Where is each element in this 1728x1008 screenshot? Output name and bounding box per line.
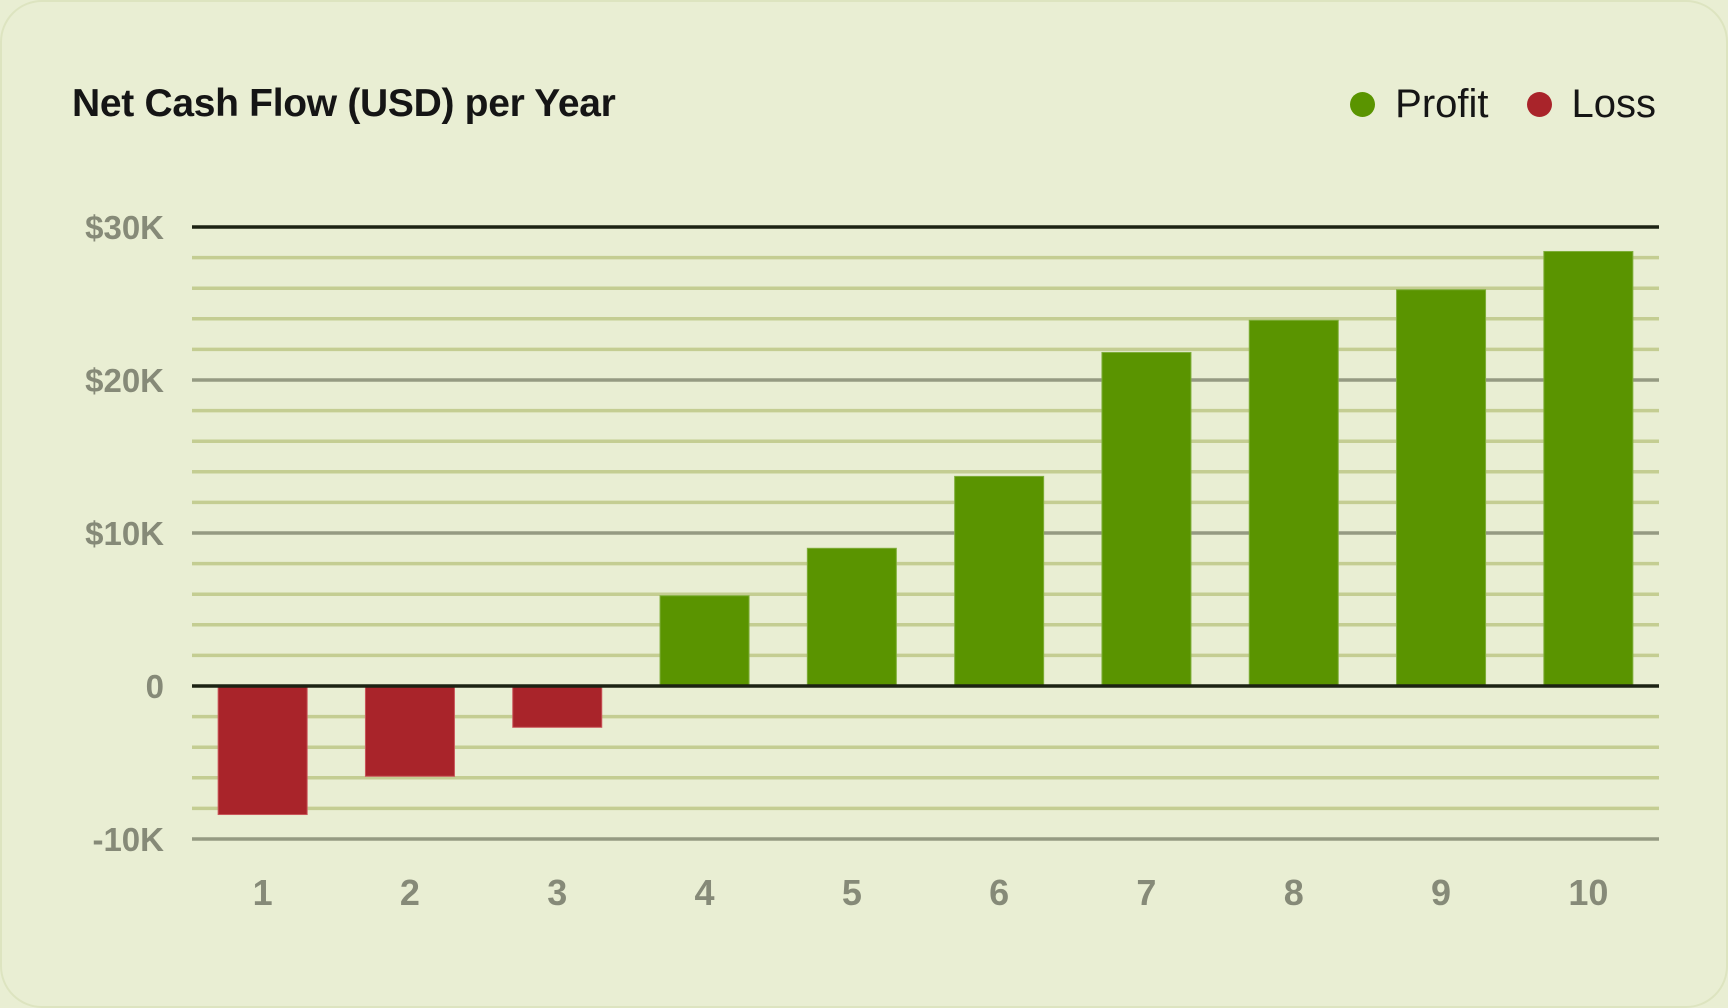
y-tick-label: $10K (85, 515, 164, 552)
y-tick-label: -10K (92, 821, 164, 858)
bar-year-8[interactable] (1248, 319, 1339, 687)
chart-legend: Profit Loss (1350, 82, 1656, 127)
profit-dot-icon (1350, 92, 1376, 117)
y-tick-label: 0 (146, 668, 164, 705)
y-axis-ticks: $30K $20K $10K 0 -10K (85, 209, 164, 858)
bar-year-4[interactable] (659, 595, 750, 687)
bar-year-9[interactable] (1396, 289, 1487, 687)
legend-label-loss: Loss (1571, 82, 1657, 126)
legend-item-loss[interactable]: Loss (1526, 82, 1657, 127)
bar-year-7[interactable] (1101, 351, 1192, 687)
legend-label-profit: Profit (1395, 82, 1489, 126)
bar-year-10[interactable] (1543, 250, 1634, 687)
loss-dot-icon (1526, 92, 1552, 117)
bar-year-2[interactable] (364, 685, 455, 777)
bar-year-3[interactable] (512, 685, 603, 728)
x-tick-label: 2 (400, 872, 420, 913)
chart-title: Net Cash Flow (USD) per Year (72, 82, 616, 125)
x-tick-label: 10 (1568, 872, 1608, 913)
x-tick-label: 3 (547, 872, 567, 913)
y-tick-label: $30K (85, 209, 164, 246)
x-tick-label: 7 (1136, 872, 1156, 913)
x-tick-label: 4 (695, 872, 715, 913)
x-tick-label: 1 (253, 872, 273, 913)
legend-item-profit[interactable]: Profit (1350, 82, 1489, 127)
x-axis-ticks: 1 2 3 4 5 6 7 8 9 10 (253, 872, 1609, 913)
bar-year-5[interactable] (806, 547, 897, 687)
x-tick-label: 6 (989, 872, 1009, 913)
bar-year-6[interactable] (954, 475, 1045, 687)
x-tick-label: 8 (1284, 872, 1304, 913)
y-tick-label: $20K (85, 362, 164, 399)
bar-year-1[interactable] (217, 685, 308, 816)
bars (217, 250, 1634, 816)
x-tick-label: 9 (1431, 872, 1451, 913)
x-tick-label: 5 (842, 872, 862, 913)
